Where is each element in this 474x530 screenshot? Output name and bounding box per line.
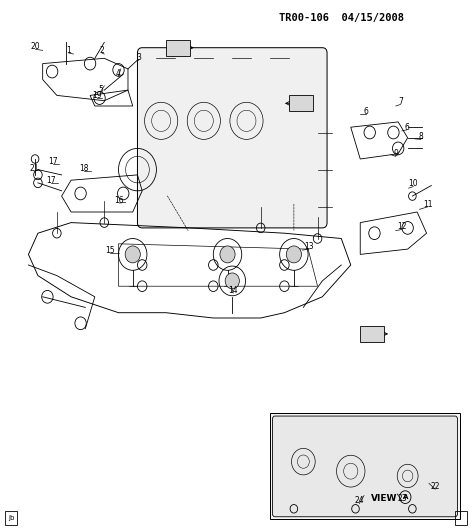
Circle shape xyxy=(225,273,239,289)
Text: 14: 14 xyxy=(228,286,238,295)
Text: jb: jb xyxy=(8,515,14,521)
Circle shape xyxy=(125,246,140,263)
Text: 6: 6 xyxy=(364,107,368,116)
Text: 4: 4 xyxy=(116,69,121,77)
Bar xyxy=(270,413,460,519)
Text: 1: 1 xyxy=(66,46,71,55)
Text: 10: 10 xyxy=(409,180,418,188)
Text: VIEW: VIEW xyxy=(371,494,397,502)
Text: 18: 18 xyxy=(80,164,89,173)
Text: 11: 11 xyxy=(423,200,433,208)
Text: 24: 24 xyxy=(355,497,364,505)
Text: 20: 20 xyxy=(31,42,40,51)
Circle shape xyxy=(220,246,235,263)
Text: 19: 19 xyxy=(92,91,102,100)
Text: A: A xyxy=(402,494,408,500)
FancyBboxPatch shape xyxy=(137,48,327,228)
Text: 16: 16 xyxy=(115,196,124,205)
Circle shape xyxy=(286,246,301,263)
FancyBboxPatch shape xyxy=(273,416,457,517)
Bar xyxy=(360,326,384,342)
Text: 7: 7 xyxy=(398,98,403,106)
Text: 13: 13 xyxy=(304,242,314,251)
Text: 21: 21 xyxy=(29,164,39,173)
Bar xyxy=(166,40,190,56)
Text: 3: 3 xyxy=(137,53,141,61)
Text: 8: 8 xyxy=(419,132,423,141)
Text: TR00-106  04/15/2008: TR00-106 04/15/2008 xyxy=(279,13,404,23)
Text: 22: 22 xyxy=(430,482,440,491)
Text: 23: 23 xyxy=(397,494,407,502)
Text: 17: 17 xyxy=(46,176,56,184)
Text: 6: 6 xyxy=(404,123,409,131)
Bar xyxy=(5,511,17,525)
Text: 2: 2 xyxy=(100,46,104,55)
Bar xyxy=(455,511,467,525)
Text: 17: 17 xyxy=(48,157,58,166)
Text: 12: 12 xyxy=(397,223,407,231)
Text: 5: 5 xyxy=(98,85,103,93)
Text: 15: 15 xyxy=(106,246,115,254)
Bar xyxy=(289,95,313,111)
Text: 9: 9 xyxy=(393,149,398,158)
